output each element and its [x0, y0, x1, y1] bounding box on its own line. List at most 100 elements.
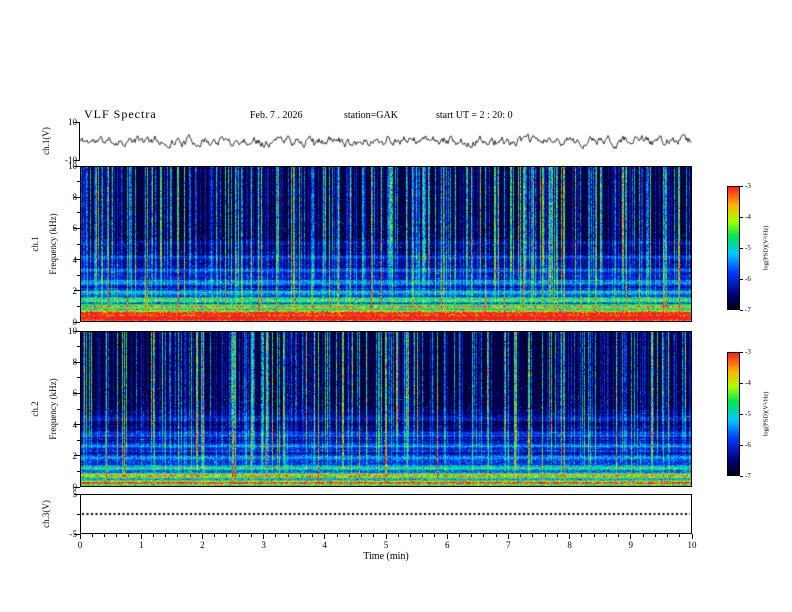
x-minor-tick: [495, 534, 497, 537]
x-minor-tick: [361, 534, 363, 537]
colorbar2-tick: [740, 444, 743, 446]
ch1-colorbar: [727, 186, 740, 310]
colorbar2-tick: [740, 351, 743, 353]
colorbar1-tick-label: -6: [745, 275, 751, 283]
x-major-tick: [79, 534, 81, 539]
x-minor-tick: [422, 534, 424, 537]
x-minor-tick: [238, 534, 240, 537]
ch2-colorbar-unit-label: log(PSD)(V²/Hz): [762, 391, 770, 437]
x-minor-tick: [605, 534, 607, 537]
spec2-ytick: [74, 361, 80, 363]
colorbar2-tick-label: -3: [745, 348, 751, 356]
x-minor-tick: [458, 534, 460, 537]
colorbar1-tick-label: -4: [745, 213, 751, 221]
x-tick-label: 5: [383, 540, 389, 550]
x-minor-tick: [409, 534, 411, 537]
x-minor-tick: [679, 534, 681, 537]
spec2-ytick: [74, 392, 80, 394]
colorbar2-tick-label: -4: [745, 379, 751, 387]
colorbar1-tick-label: -3: [745, 182, 751, 190]
x-minor-tick: [544, 534, 546, 537]
figure-start-ut: start UT = 2 : 20: 0: [436, 110, 513, 121]
x-major-tick: [446, 534, 448, 539]
x-minor-tick: [128, 534, 130, 537]
x-major-tick: [630, 534, 632, 539]
x-minor-tick: [299, 534, 301, 537]
x-minor-tick: [250, 534, 252, 537]
x-tick-label: 2: [200, 540, 205, 550]
x-tick-label: 10: [687, 540, 697, 550]
ch1-wave-ytick-label: -10: [65, 155, 77, 165]
x-minor-tick: [116, 534, 118, 537]
x-tick-label: 8: [567, 540, 572, 550]
ch1-wave-ytick-label: 10: [68, 117, 77, 127]
spec2-ytick: [74, 455, 80, 457]
spec2-yminortick: [77, 346, 80, 348]
x-tick-label: 9: [628, 540, 634, 550]
colorbar2-tick: [740, 413, 743, 415]
x-major-tick: [140, 534, 142, 539]
x-minor-tick: [214, 534, 216, 537]
spec1-ytick: [74, 290, 80, 292]
x-minor-tick: [471, 534, 473, 537]
colorbar1-tick-label: -5: [745, 244, 751, 252]
ch3-wave-ytick-label: -5: [70, 529, 78, 539]
colorbar1-tick: [740, 309, 743, 311]
x-tick-label: 4: [322, 540, 328, 550]
x-minor-tick: [593, 534, 595, 537]
x-minor-tick: [275, 534, 277, 537]
ch1-wave-ytick: [74, 121, 80, 123]
figure-title: VLF Spectra: [84, 107, 157, 121]
spec1-ytick: [74, 321, 80, 323]
time-axis-label: Time (min): [363, 551, 409, 562]
colorbar2-tick-label: -5: [745, 410, 751, 418]
ch3-waveform-plot: [80, 494, 692, 534]
x-minor-tick: [397, 534, 399, 537]
ch1-spectrogram-frame: [80, 166, 692, 322]
x-minor-tick: [226, 534, 228, 537]
spec1-yminortick: [77, 243, 80, 245]
spec1-ytick: [74, 196, 80, 198]
x-tick-label: 6: [444, 540, 450, 550]
ch1-waveform-y-axis: [79, 122, 80, 160]
colorbar1-tick: [740, 278, 743, 280]
x-minor-tick: [532, 534, 534, 537]
ch1-spectrogram-plot: [80, 166, 692, 322]
x-minor-tick: [373, 534, 375, 537]
x-minor-tick: [483, 534, 485, 537]
spec1-yminortick: [77, 181, 80, 183]
colorbar2-tick: [740, 475, 743, 477]
x-minor-tick: [103, 534, 105, 537]
x-tick-label: 3: [261, 540, 266, 550]
spec2-yminortick: [77, 470, 80, 472]
colorbar2-tick-label: -7: [745, 472, 751, 480]
ch2-frequency-axis-label: Frequency (kHz): [48, 378, 58, 440]
spec1-ytick-label: 10: [68, 161, 77, 171]
x-major-tick: [201, 534, 203, 539]
spec1-ytick: [74, 165, 80, 167]
colorbar1-tick-label: -7: [745, 306, 751, 314]
figure-station: station=GAK: [344, 110, 398, 121]
spec2-ytick: [74, 486, 80, 488]
x-minor-tick: [642, 534, 644, 537]
ch1-channel-label: ch.1: [30, 236, 40, 252]
x-minor-tick: [152, 534, 154, 537]
ch2-spectrogram-plot: [80, 331, 692, 487]
spec2-yminortick: [77, 408, 80, 410]
x-major-tick: [385, 534, 387, 539]
spec2-ytick: [74, 424, 80, 426]
spec2-yminortick: [77, 377, 80, 379]
spec1-yminortick: [77, 274, 80, 276]
ch3-wave-ytick: [74, 493, 80, 495]
x-minor-tick: [618, 534, 620, 537]
x-minor-tick: [581, 534, 583, 537]
ch1-waveform-plot: [80, 122, 692, 160]
x-minor-tick: [189, 534, 191, 537]
spec1-yminortick: [77, 305, 80, 307]
colorbar1-tick: [740, 247, 743, 249]
ch2-spectrogram-frame: [80, 331, 692, 487]
x-minor-tick: [520, 534, 522, 537]
x-minor-tick: [556, 534, 558, 537]
x-tick-label: 7: [506, 540, 511, 550]
spec2-ytick: [74, 330, 80, 332]
